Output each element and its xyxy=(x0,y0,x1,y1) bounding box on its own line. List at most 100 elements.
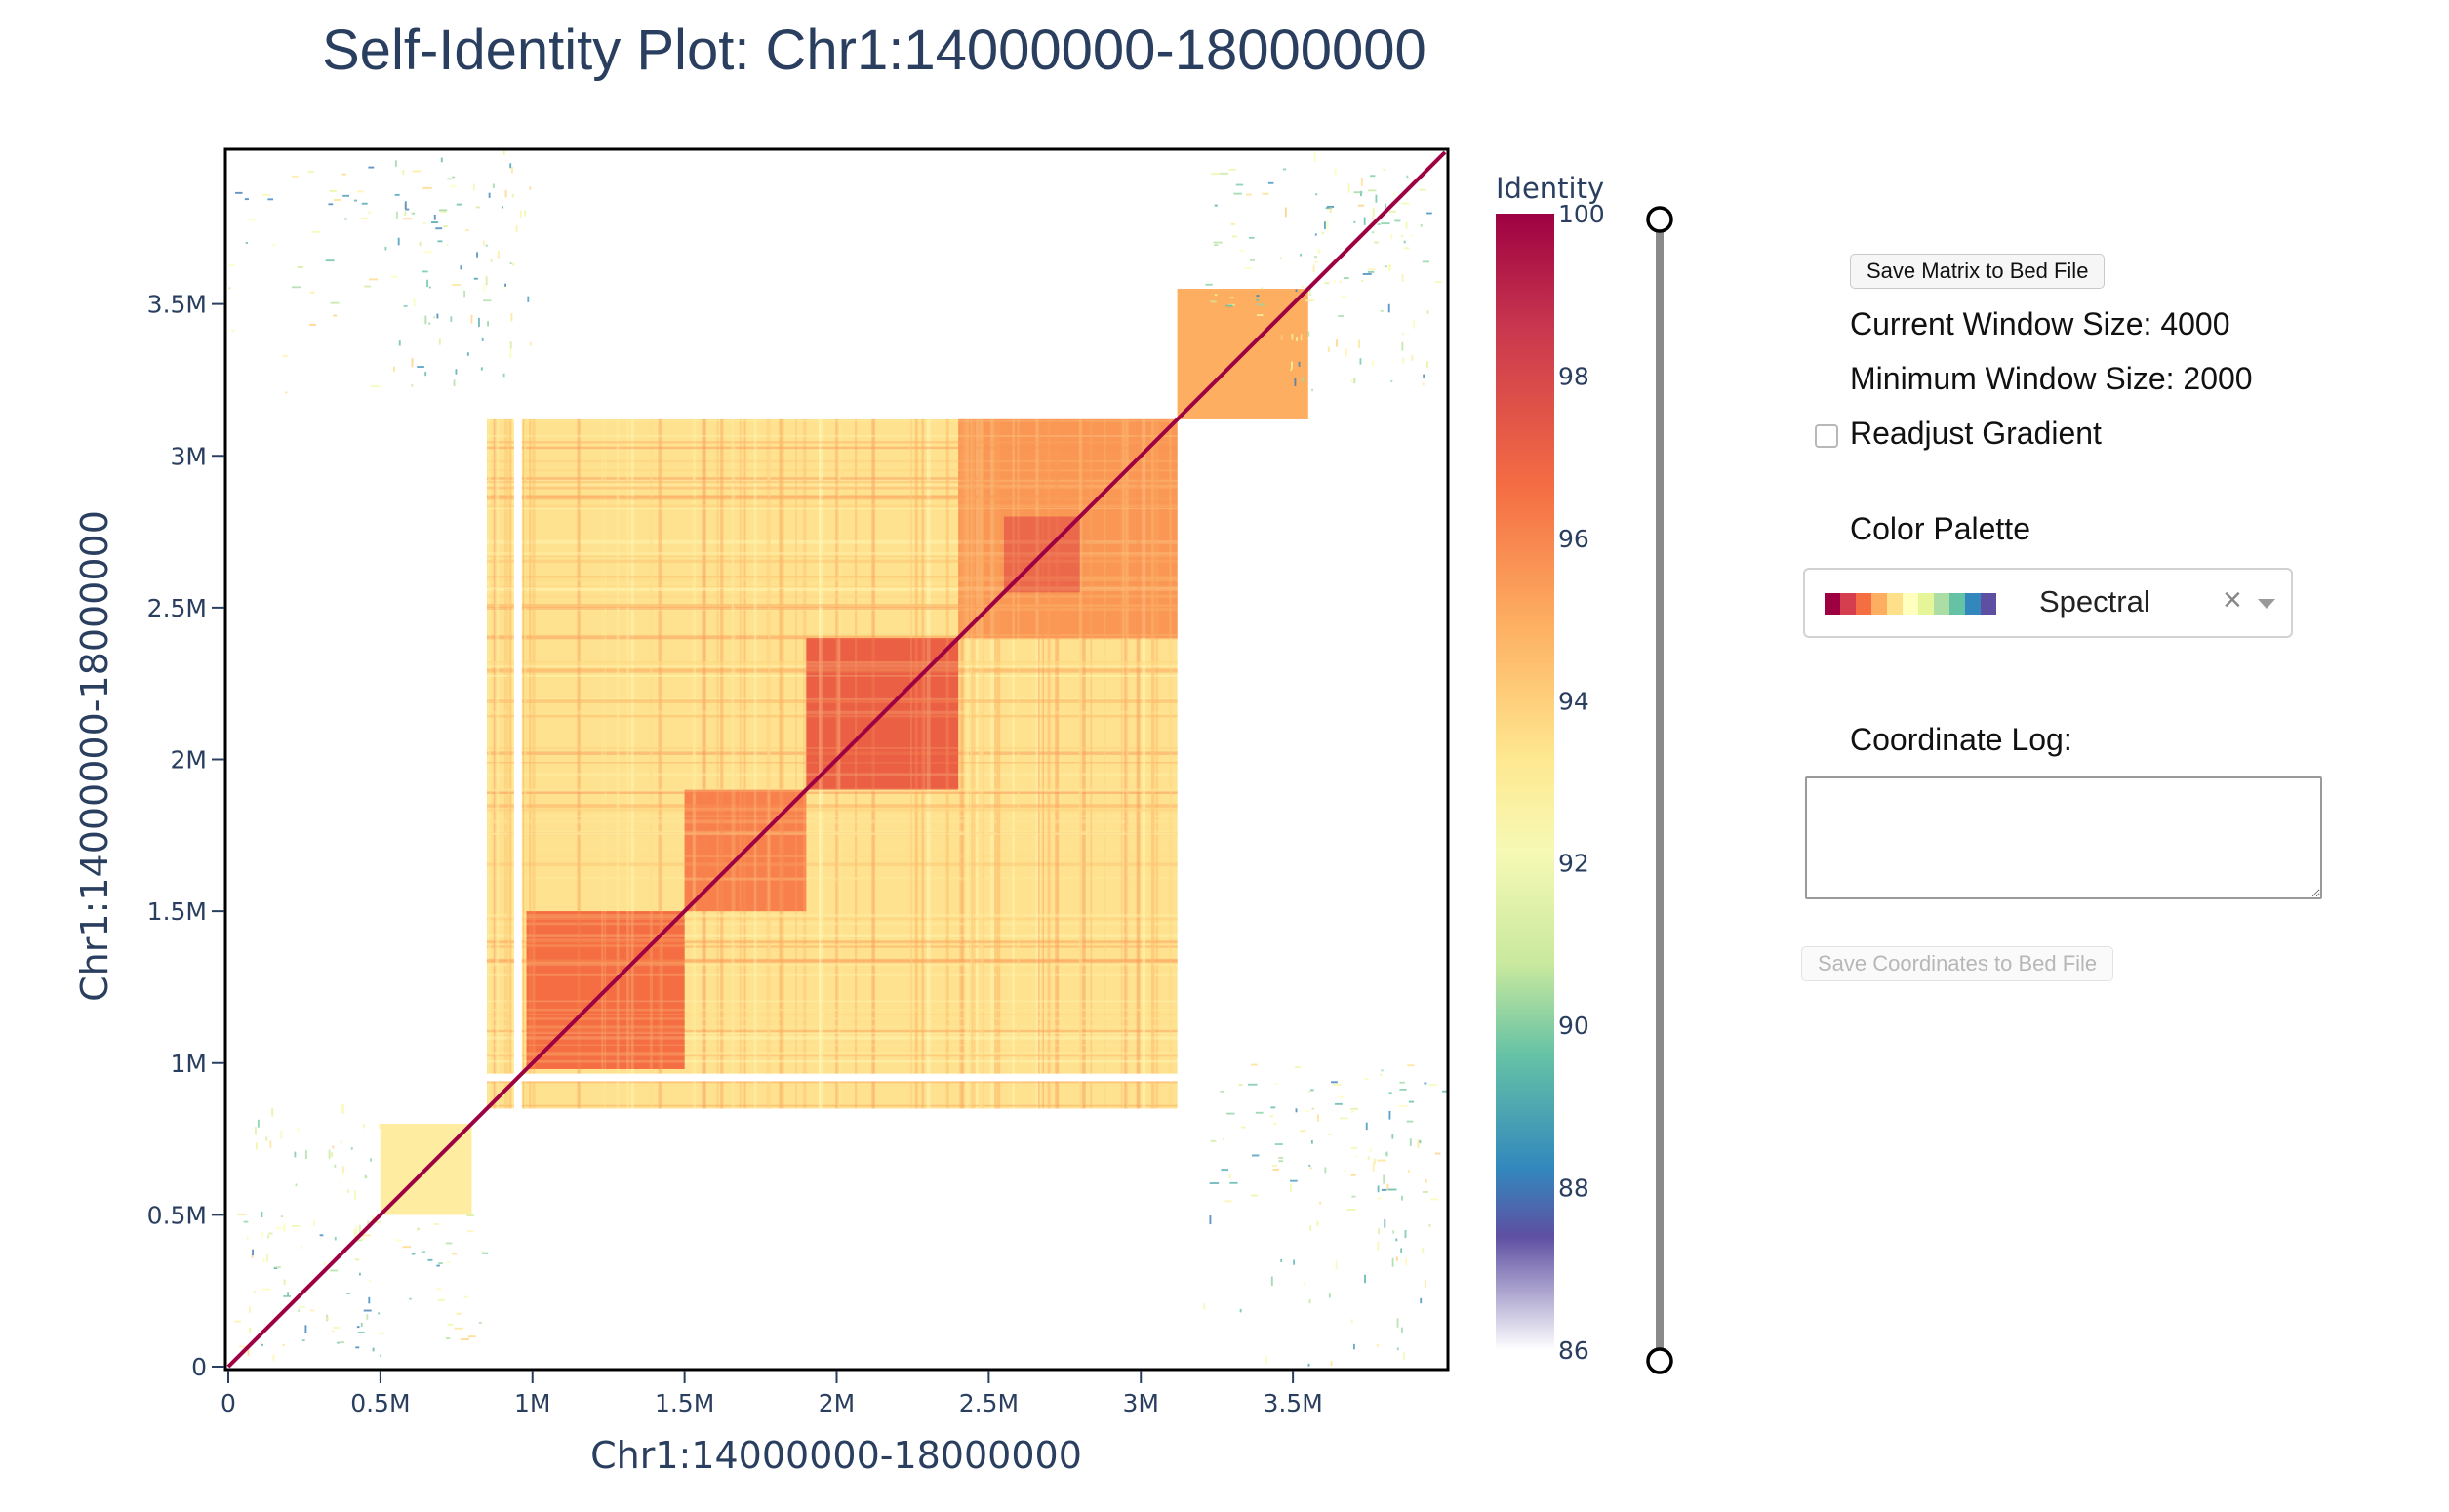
heatmap-speckle xyxy=(1289,1184,1292,1192)
heatmap-speckle xyxy=(1284,207,1287,218)
range-slider-bottom-handle[interactable] xyxy=(1646,1347,1673,1374)
heatmap-speckle xyxy=(1353,220,1356,223)
heatmap-streak xyxy=(488,418,492,1109)
heatmap-speckle xyxy=(454,1327,463,1330)
heatmap-speckle xyxy=(455,369,458,375)
heatmap-speckle xyxy=(1271,1165,1278,1167)
heatmap-streak xyxy=(486,585,1178,588)
heatmap-streak xyxy=(486,804,1178,808)
heatmap-speckle xyxy=(1308,1299,1311,1304)
y-tick-label: 1M xyxy=(171,1050,207,1078)
palette-swatches xyxy=(1825,593,1996,615)
heatmap-speckle xyxy=(1372,231,1375,234)
heatmap-speckle xyxy=(393,366,395,372)
heatmap-speckle xyxy=(433,1223,440,1226)
heatmap-gap xyxy=(486,1073,1178,1082)
heatmap-speckle xyxy=(1334,279,1337,284)
heatmap-speckle xyxy=(1346,1208,1356,1211)
heatmap-speckle xyxy=(299,1306,305,1308)
heatmap-speckle xyxy=(1377,1241,1380,1251)
heatmap-speckle xyxy=(1291,361,1293,370)
heatmap-speckle xyxy=(291,1224,301,1227)
heatmap-speckle xyxy=(509,262,512,265)
heatmap-speckle xyxy=(297,1127,300,1132)
heatmap-streak xyxy=(507,418,510,1109)
heatmap-speckle xyxy=(1377,1197,1383,1200)
heatmap-speckle xyxy=(1388,1092,1392,1094)
heatmap-speckle xyxy=(357,1331,365,1333)
heatmap-streak xyxy=(486,961,1178,964)
heatmap-speckle xyxy=(342,1104,344,1114)
heatmap-speckle xyxy=(269,1140,272,1148)
heatmap-streak xyxy=(486,441,1178,444)
heatmap-speckle xyxy=(1269,1115,1274,1118)
heatmap-speckle xyxy=(378,1312,381,1315)
heatmap-speckle xyxy=(295,1183,298,1187)
readjust-gradient-label[interactable]: Readjust Gradient xyxy=(1850,416,2102,451)
heatmap-streak xyxy=(486,944,1178,948)
range-slider-top-handle[interactable] xyxy=(1646,206,1673,233)
heatmap-speckle xyxy=(1387,303,1390,313)
readjust-gradient-checkbox[interactable] xyxy=(1815,424,1838,448)
clear-icon[interactable]: × xyxy=(2223,581,2242,618)
heatmap-speckle xyxy=(427,1258,433,1261)
heatmap-speckle xyxy=(329,189,337,192)
heatmap-speckle xyxy=(1252,1154,1260,1157)
palette-swatch xyxy=(1856,593,1871,615)
heatmap-speckle xyxy=(433,214,436,220)
heatmap-speckle xyxy=(1274,1143,1283,1145)
coordinate-log-textarea[interactable] xyxy=(1805,776,2322,899)
save-matrix-button[interactable]: Save Matrix to Bed File xyxy=(1850,254,2106,289)
heatmap-speckle xyxy=(1361,280,1364,282)
y-tick-label: 0.5M xyxy=(147,1201,207,1229)
heatmap-speckle xyxy=(1239,250,1245,252)
heatmap-streak xyxy=(780,418,784,1109)
heatmap-speckle xyxy=(358,1272,361,1276)
heatmap-speckle xyxy=(404,211,407,217)
color-palette-label: Color Palette xyxy=(1850,511,2030,546)
heatmap-speckle xyxy=(237,1214,247,1216)
x-tick-label: 2.5M xyxy=(959,1389,1019,1417)
heatmap-speckle xyxy=(1315,193,1318,196)
heatmap-speckle xyxy=(478,317,480,328)
heatmap-streak xyxy=(486,833,1178,835)
heatmap-speckle xyxy=(428,286,431,289)
heatmap-speckle xyxy=(346,1293,351,1295)
heatmap-speckle xyxy=(527,296,530,302)
heatmap-streak xyxy=(486,575,1178,578)
heatmap-speckle xyxy=(524,210,527,217)
heatmap-speckle xyxy=(347,1189,349,1193)
heatmap-streak xyxy=(486,938,1178,942)
x-axis-title: Chr1:14000000-18000000 xyxy=(590,1434,1082,1477)
heatmap-streak xyxy=(486,831,1178,836)
colorbar-ticks: 100 98 96 94 92 90 88 86 xyxy=(1558,200,1605,1365)
save-coordinates-button[interactable]: Save Coordinates to Bed File xyxy=(1801,946,2114,981)
heatmap-streak xyxy=(486,604,1178,608)
heatmap-streak xyxy=(486,962,1178,967)
heatmap-streak xyxy=(959,418,963,1109)
heatmap-streak xyxy=(767,418,770,1109)
identity-diagonal xyxy=(226,150,1447,1369)
heatmap-streak xyxy=(1047,418,1051,1109)
heatmap-speckle xyxy=(325,259,335,262)
heatmap-speckle xyxy=(1328,1293,1331,1298)
self-identity-heatmap[interactable]: 0 0.5M 1M 1.5M 2M 2.5M 3M 3.5M 0 0.5M 1M 1.5M 2M 2.5… xyxy=(0,0,1698,1512)
heatmap-streak xyxy=(1142,418,1146,1109)
heatmap-streak xyxy=(731,418,734,1109)
heatmap-streak xyxy=(996,418,1001,1109)
heatmap-streak xyxy=(1122,418,1124,1109)
heatmap-speckle xyxy=(368,1280,372,1283)
heatmap-speckle xyxy=(1326,205,1335,208)
heatmap-speckle xyxy=(231,329,235,332)
heatmap-speckle xyxy=(1226,1112,1235,1115)
heatmap-speckle xyxy=(460,1338,470,1341)
heatmap-streak xyxy=(601,418,604,1109)
heatmap-streak xyxy=(486,507,1178,510)
heatmap-speckle xyxy=(1244,267,1252,270)
chevron-down-icon[interactable] xyxy=(2258,599,2275,609)
heatmap-speckle xyxy=(1377,223,1381,225)
color-palette-dropdown[interactable]: Spectral × xyxy=(1803,568,2293,638)
heatmap-speckle xyxy=(1402,333,1405,336)
heatmap-speckle xyxy=(372,1215,375,1220)
heatmap-speckle xyxy=(235,191,243,194)
